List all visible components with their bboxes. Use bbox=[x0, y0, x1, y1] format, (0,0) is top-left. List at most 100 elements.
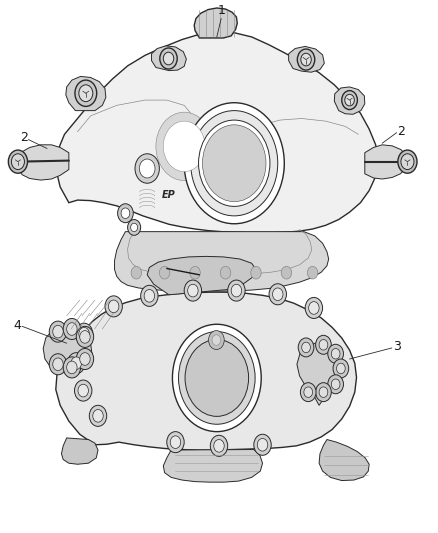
Circle shape bbox=[75, 80, 97, 107]
Circle shape bbox=[163, 121, 205, 172]
Polygon shape bbox=[163, 449, 262, 482]
Circle shape bbox=[179, 332, 255, 424]
Polygon shape bbox=[194, 8, 237, 38]
Circle shape bbox=[167, 432, 184, 453]
Circle shape bbox=[173, 324, 261, 432]
Polygon shape bbox=[56, 31, 378, 233]
Circle shape bbox=[80, 353, 90, 365]
Circle shape bbox=[80, 330, 90, 343]
Circle shape bbox=[144, 289, 155, 302]
Circle shape bbox=[214, 440, 224, 452]
Circle shape bbox=[67, 353, 85, 374]
Polygon shape bbox=[66, 76, 106, 111]
Circle shape bbox=[93, 409, 103, 422]
Circle shape bbox=[210, 435, 228, 456]
Circle shape bbox=[76, 349, 94, 369]
Polygon shape bbox=[17, 145, 69, 180]
Text: 4: 4 bbox=[13, 319, 21, 332]
Circle shape bbox=[231, 284, 242, 297]
Circle shape bbox=[49, 321, 67, 342]
Circle shape bbox=[336, 363, 345, 374]
Circle shape bbox=[184, 103, 284, 224]
Circle shape bbox=[160, 48, 177, 69]
Circle shape bbox=[109, 300, 119, 313]
Circle shape bbox=[301, 53, 311, 66]
Circle shape bbox=[131, 266, 141, 279]
Circle shape bbox=[89, 405, 107, 426]
Circle shape bbox=[63, 319, 81, 340]
Circle shape bbox=[328, 375, 343, 394]
Circle shape bbox=[328, 344, 343, 363]
Circle shape bbox=[141, 285, 158, 306]
Polygon shape bbox=[334, 87, 365, 114]
Circle shape bbox=[67, 361, 77, 374]
Circle shape bbox=[11, 154, 25, 169]
Circle shape bbox=[305, 297, 322, 319]
Circle shape bbox=[8, 150, 28, 173]
Circle shape bbox=[333, 359, 349, 378]
Circle shape bbox=[79, 85, 93, 102]
Circle shape bbox=[331, 379, 340, 390]
Circle shape bbox=[121, 208, 130, 219]
Polygon shape bbox=[365, 145, 407, 179]
Circle shape bbox=[53, 325, 63, 338]
Circle shape bbox=[53, 358, 63, 370]
Circle shape bbox=[185, 340, 249, 416]
Circle shape bbox=[117, 204, 133, 223]
Text: 2: 2 bbox=[20, 132, 28, 144]
Circle shape bbox=[309, 302, 319, 314]
Circle shape bbox=[67, 322, 77, 335]
Circle shape bbox=[63, 357, 81, 378]
Circle shape bbox=[74, 380, 92, 401]
Circle shape bbox=[269, 284, 286, 305]
Circle shape bbox=[49, 354, 67, 375]
Circle shape bbox=[228, 280, 245, 301]
Circle shape bbox=[131, 223, 138, 232]
Circle shape bbox=[257, 439, 268, 451]
Circle shape bbox=[307, 266, 318, 279]
Polygon shape bbox=[61, 438, 98, 464]
Circle shape bbox=[316, 335, 331, 354]
Circle shape bbox=[76, 326, 94, 348]
Text: 1: 1 bbox=[217, 4, 225, 17]
Circle shape bbox=[105, 296, 122, 317]
Text: EP: EP bbox=[162, 190, 176, 200]
Circle shape bbox=[127, 220, 141, 236]
Circle shape bbox=[156, 112, 212, 181]
Circle shape bbox=[202, 125, 266, 201]
Circle shape bbox=[298, 338, 314, 357]
Circle shape bbox=[159, 266, 170, 279]
Circle shape bbox=[184, 280, 201, 301]
Circle shape bbox=[304, 387, 313, 398]
Circle shape bbox=[297, 49, 315, 70]
Text: 2: 2 bbox=[397, 125, 405, 138]
Polygon shape bbox=[319, 440, 369, 481]
Circle shape bbox=[251, 266, 261, 279]
Circle shape bbox=[401, 154, 414, 169]
Circle shape bbox=[316, 383, 331, 402]
Circle shape bbox=[71, 357, 81, 369]
Circle shape bbox=[198, 120, 270, 206]
Circle shape bbox=[281, 266, 292, 279]
Circle shape bbox=[75, 323, 93, 344]
Circle shape bbox=[212, 335, 221, 345]
Circle shape bbox=[319, 340, 328, 350]
Circle shape bbox=[208, 330, 224, 350]
Polygon shape bbox=[297, 342, 340, 405]
Circle shape bbox=[254, 434, 271, 455]
Circle shape bbox=[331, 349, 340, 359]
Circle shape bbox=[191, 111, 278, 216]
Polygon shape bbox=[115, 232, 328, 291]
Polygon shape bbox=[152, 46, 186, 70]
Polygon shape bbox=[43, 326, 92, 373]
Circle shape bbox=[163, 52, 174, 65]
Circle shape bbox=[345, 94, 354, 106]
Circle shape bbox=[302, 342, 311, 353]
Circle shape bbox=[398, 150, 417, 173]
Polygon shape bbox=[289, 46, 324, 72]
Circle shape bbox=[342, 91, 357, 110]
Circle shape bbox=[220, 266, 231, 279]
Circle shape bbox=[78, 384, 88, 397]
Circle shape bbox=[187, 284, 198, 297]
Polygon shape bbox=[56, 292, 357, 450]
